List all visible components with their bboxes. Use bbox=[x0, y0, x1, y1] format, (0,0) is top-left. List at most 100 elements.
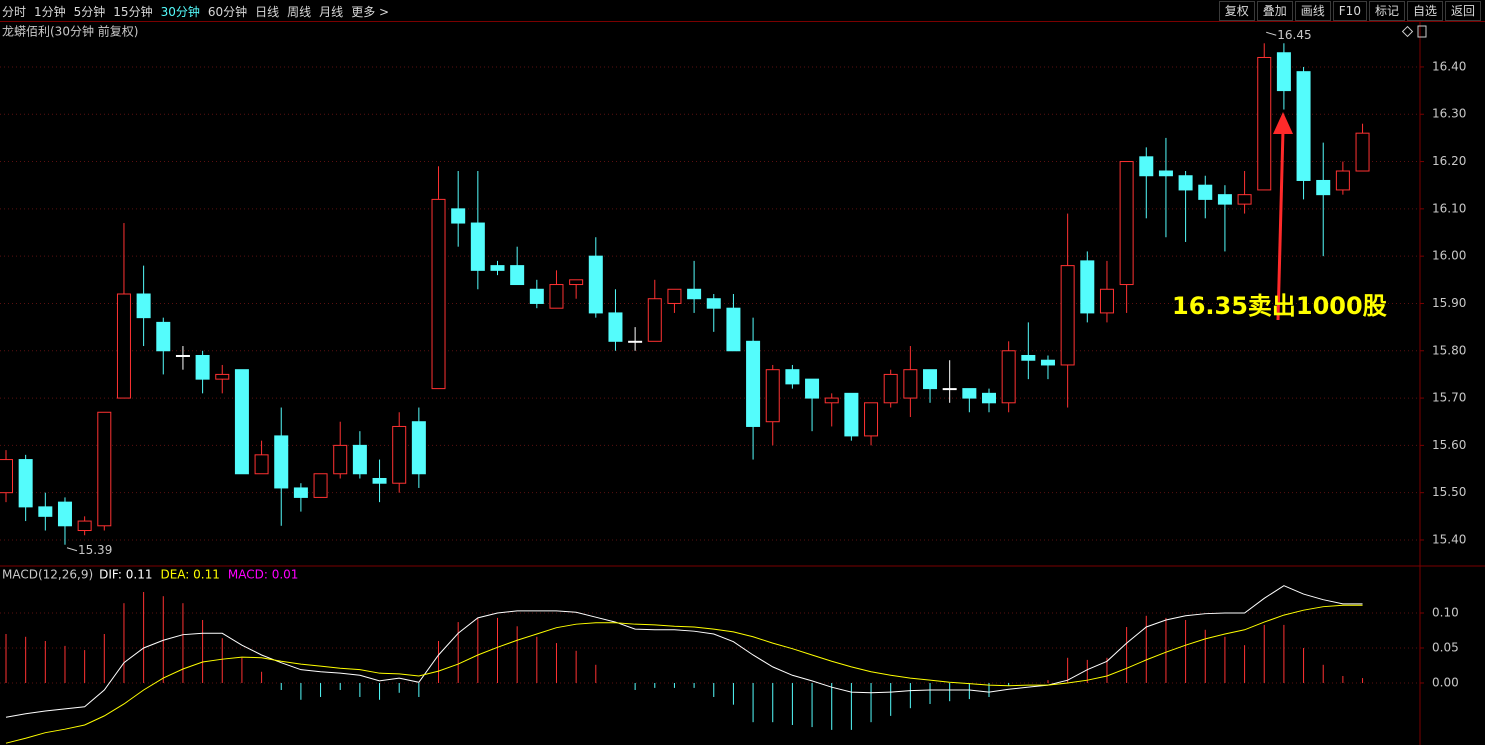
candle-body bbox=[628, 340, 643, 343]
legend-title: MACD(12,26,9) bbox=[2, 568, 93, 582]
candle-body bbox=[156, 321, 171, 352]
period-tab[interactable]: 5分钟 bbox=[73, 5, 106, 19]
toolbar-buttons: 复权 叠加 画线 F10 标记 自选 返回 bbox=[1218, 1, 1481, 21]
toolbar-button[interactable]: 画线 bbox=[1294, 1, 1331, 21]
candle-body bbox=[18, 459, 33, 508]
period-tab[interactable]: 1分钟 bbox=[34, 5, 66, 19]
candle-body bbox=[1139, 156, 1154, 177]
candle-body bbox=[805, 378, 820, 399]
period-tab[interactable]: 30分钟 bbox=[160, 5, 200, 19]
candle-body bbox=[706, 298, 721, 309]
candle-body bbox=[470, 222, 485, 271]
icon-diamond[interactable] bbox=[1401, 25, 1414, 38]
y-tick-label: 15.40 bbox=[1432, 532, 1466, 546]
legend-entry: DEA: 0.11 bbox=[160, 568, 219, 582]
candle-body bbox=[726, 307, 741, 352]
chart-subtitle: 龙蟒佰利(30分钟 前复权) bbox=[2, 24, 138, 39]
candle-body bbox=[1099, 288, 1114, 314]
candle-body bbox=[274, 435, 289, 489]
period-tab[interactable]: 日线 bbox=[255, 5, 280, 19]
y-tick-label: 16.10 bbox=[1432, 201, 1466, 215]
toolbar-button[interactable]: 返回 bbox=[1444, 1, 1481, 21]
candle-body bbox=[1119, 161, 1134, 286]
candle-body bbox=[293, 487, 308, 498]
toolbar-button[interactable]: 自选 bbox=[1406, 1, 1443, 21]
candle-body bbox=[647, 298, 662, 342]
candle-body bbox=[38, 506, 53, 517]
candle-body bbox=[0, 459, 13, 494]
candle-body bbox=[431, 198, 446, 390]
y-tick-label: 0.00 bbox=[1432, 675, 1459, 689]
candle-body bbox=[529, 288, 544, 304]
candle-body bbox=[824, 397, 839, 404]
period-tab[interactable]: 月线 bbox=[319, 5, 344, 19]
period-tab[interactable]: 15分钟 bbox=[113, 5, 153, 19]
period-tab[interactable]: 60分钟 bbox=[207, 5, 248, 19]
candle-body bbox=[1178, 175, 1193, 191]
candle-body bbox=[687, 288, 702, 300]
candle-body bbox=[1021, 354, 1036, 361]
y-tick-label: 16.00 bbox=[1432, 249, 1466, 263]
candle-body bbox=[215, 373, 230, 380]
candle-body bbox=[1355, 132, 1370, 172]
trade-annotation: 16.35卖出1000股 bbox=[1172, 292, 1387, 320]
candle-body bbox=[116, 293, 131, 399]
macd-line bbox=[5, 585, 1363, 718]
candle-body bbox=[1316, 179, 1331, 196]
y-tick-label: 15.90 bbox=[1432, 296, 1466, 310]
candle-body bbox=[57, 501, 72, 527]
candle-body bbox=[254, 454, 269, 475]
candle-body bbox=[1158, 170, 1173, 177]
plot: 15.40 15.50 15.60 15.70 15.80 15.90 16.00 16.10… bbox=[0, 28, 1466, 744]
arrow-shaft bbox=[1276, 129, 1285, 321]
candle-body bbox=[1276, 52, 1291, 92]
candle-body bbox=[392, 425, 407, 484]
low-label: 15.39 bbox=[78, 543, 112, 557]
y-tick-label: 15.60 bbox=[1432, 438, 1466, 452]
candle-body bbox=[352, 444, 367, 475]
y-tick-label: 16.20 bbox=[1432, 154, 1466, 168]
icon-window[interactable] bbox=[1417, 25, 1427, 38]
y-tick-label: 15.50 bbox=[1432, 485, 1466, 499]
period-tabs: 分时 1分钟 5分钟 15分钟 30分钟 60分钟 日线 周线 月线 更多 > bbox=[2, 3, 389, 20]
candle-body bbox=[333, 444, 348, 475]
candle-body bbox=[1257, 56, 1272, 191]
candle-body bbox=[313, 473, 328, 498]
toolbar-button[interactable]: 复权 bbox=[1218, 1, 1255, 21]
candle-body bbox=[864, 402, 879, 437]
y-tick-label: 16.40 bbox=[1432, 59, 1466, 73]
toolbar-button[interactable]: 叠加 bbox=[1256, 1, 1293, 21]
candle-body bbox=[923, 369, 938, 390]
candle-body bbox=[1296, 71, 1311, 181]
candle-body bbox=[903, 369, 918, 399]
toolbar-button[interactable]: F10 bbox=[1332, 1, 1367, 21]
candle-body bbox=[411, 421, 426, 475]
legend-entry: MACD: 0.01 bbox=[228, 568, 299, 582]
toolbar-button[interactable]: 标记 bbox=[1368, 1, 1405, 21]
candle-body bbox=[1080, 260, 1095, 314]
candle-body bbox=[608, 312, 623, 342]
candle-body bbox=[1217, 194, 1232, 205]
y-tick-label: 15.80 bbox=[1432, 343, 1466, 357]
arrow-head bbox=[1273, 112, 1293, 134]
candle-body bbox=[942, 388, 957, 391]
candle-body bbox=[372, 477, 387, 484]
candle-body bbox=[785, 369, 800, 385]
candle-body bbox=[1198, 184, 1213, 200]
candle-body bbox=[746, 340, 761, 427]
candle-body bbox=[136, 293, 151, 319]
candle-body bbox=[569, 279, 584, 286]
period-tab[interactable]: 分时 bbox=[2, 5, 27, 19]
candle-body bbox=[510, 265, 525, 286]
candle-body bbox=[962, 388, 977, 399]
y-tick-label: 0.10 bbox=[1432, 605, 1459, 619]
period-tab[interactable]: 更多 > bbox=[351, 5, 390, 19]
candle-body bbox=[1040, 359, 1055, 366]
legend-entry: DIF: 0.11 bbox=[99, 568, 152, 582]
candle-body bbox=[667, 288, 682, 304]
period-tab[interactable]: 周线 bbox=[287, 5, 312, 19]
candle-body bbox=[1335, 170, 1350, 191]
y-tick-label: 15.70 bbox=[1432, 391, 1466, 405]
